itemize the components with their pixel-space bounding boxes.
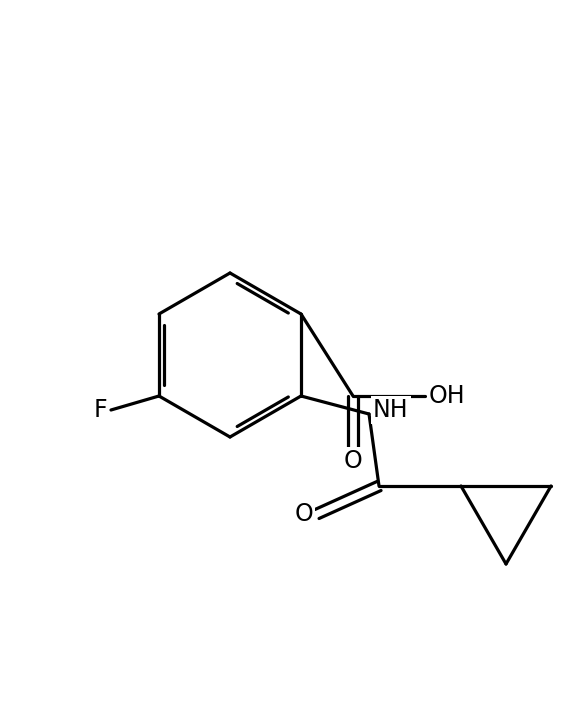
Text: OH: OH: [429, 384, 466, 408]
Text: F: F: [93, 398, 107, 422]
Text: O: O: [294, 502, 313, 526]
Text: NH: NH: [373, 398, 409, 422]
Text: O: O: [343, 449, 362, 473]
